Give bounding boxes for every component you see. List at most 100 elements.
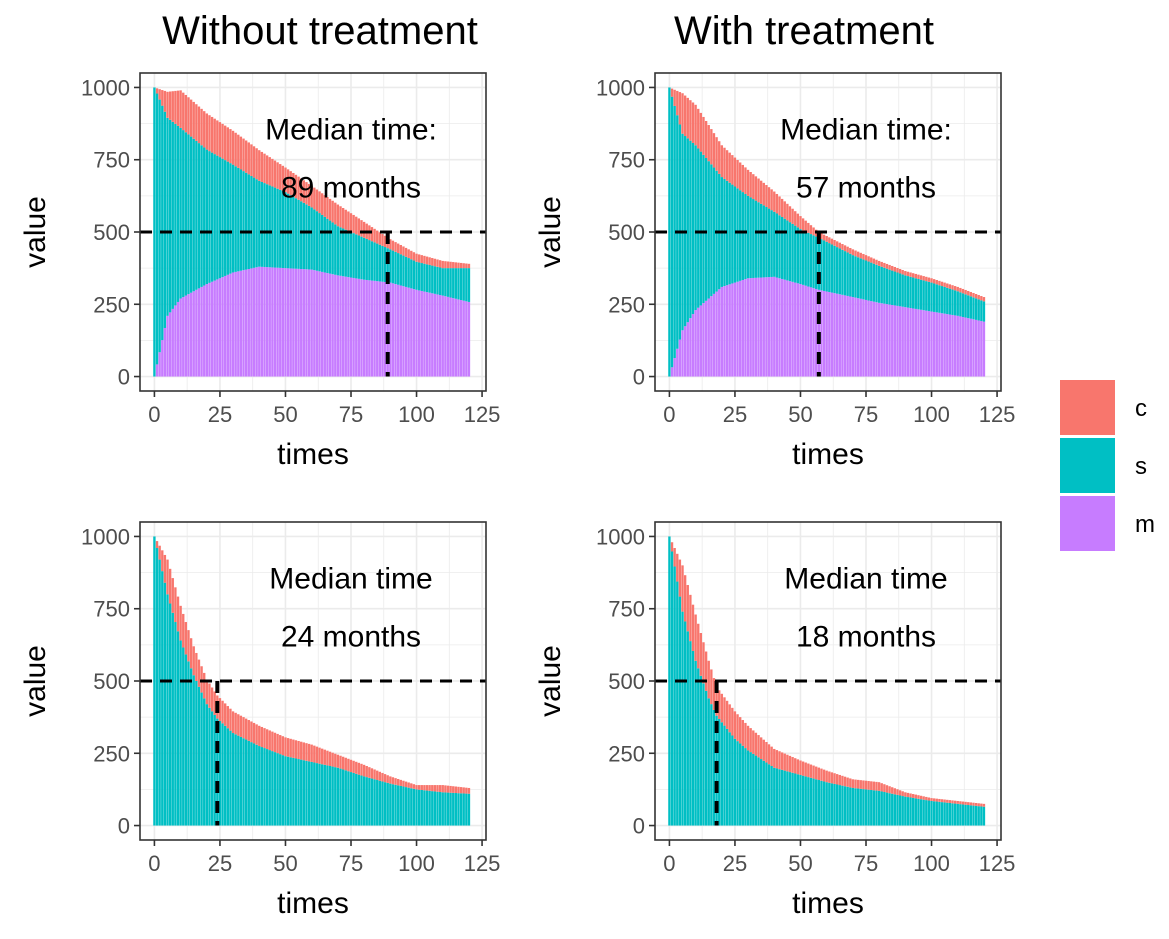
bar-s [153,87,156,377]
bar-c [389,776,392,784]
bar-s [389,783,392,826]
bar-s [914,278,917,309]
bar-c [273,160,277,188]
bar-c [822,769,826,782]
bar-c [265,729,269,750]
bar-c [252,146,256,178]
bar-c [271,731,274,752]
bar-s [412,260,416,290]
bar-c [778,751,781,770]
bar-c [328,198,332,221]
bar-s [854,256,857,298]
bar-m [252,267,256,377]
bar-m [901,306,904,377]
bar-m [279,267,282,377]
bar-c [268,730,271,751]
bar-s [930,282,933,312]
bar-m [415,289,418,377]
bar-s [943,802,946,826]
bar-c [872,781,876,791]
bar-c [446,785,450,793]
bar-s [328,765,332,826]
bar-c [239,136,243,170]
bar-c [757,735,760,758]
bar-c [702,642,705,684]
bar-s [935,284,938,313]
bar-s [967,295,970,319]
bar-s [216,155,219,280]
bar-c [247,142,250,175]
legend-label-m: m [1135,511,1155,538]
bar-s [344,770,347,826]
bar-s [733,738,737,826]
bar-c [927,277,931,282]
bar-c [260,726,264,748]
bar-s [969,296,973,319]
bar-s [323,764,326,826]
bar-c [174,90,177,124]
bar-c [723,697,726,726]
bar-m [161,340,164,377]
bar-c [365,765,368,778]
bar-s [457,793,460,826]
bar-s [689,140,692,319]
bar-s [870,789,873,826]
bar-s [877,265,881,303]
bar-s [276,753,279,826]
bar-c [741,720,744,746]
bar-m [305,269,308,377]
bar-m [444,296,447,377]
bar-c [754,732,758,756]
bar-m [289,268,292,377]
bar-c [854,779,857,789]
bar-s [731,184,734,284]
bar-c [213,691,216,715]
bar-m [964,317,967,377]
bar-c [927,797,931,801]
bar-s [912,277,915,309]
bar-s [728,732,731,826]
bar-s [218,157,222,279]
bar-c [163,90,167,112]
bar-c [305,182,308,205]
bar-s [780,769,784,826]
bar-s [885,268,889,305]
bar-c [197,659,201,687]
bar-c [796,759,800,775]
bar-c [752,174,755,200]
bar-s [909,276,912,309]
bar-c [399,245,402,255]
bar-s [668,536,671,826]
bar-s [859,788,862,826]
bar-m [943,313,946,377]
bar-s [820,239,823,291]
bar-c [334,202,337,225]
bar-c [759,180,763,204]
bar-m [969,318,973,377]
bar-m [930,311,933,377]
bar-s [951,803,954,826]
bar-s [184,654,188,826]
bar-s [349,232,353,278]
bar-m [360,279,363,377]
bar-s [759,203,763,278]
bar-s [904,275,907,308]
bar-c [885,785,889,793]
bar-c [833,240,836,246]
bar-m [940,313,944,377]
bar-c [736,160,739,189]
bar-c [773,191,776,212]
bar-c [699,633,703,676]
x-tick-label: 0 [148,402,160,427]
bar-s [407,258,410,288]
bar-c [820,768,823,781]
bar-s [462,793,465,826]
bar-m [710,296,713,377]
bar-m [678,339,682,377]
bar-s [265,184,269,268]
bar-c [843,245,847,252]
bar-m [412,289,416,377]
bar-s [927,800,931,826]
bar-s [197,143,201,289]
bar-m [318,271,321,377]
